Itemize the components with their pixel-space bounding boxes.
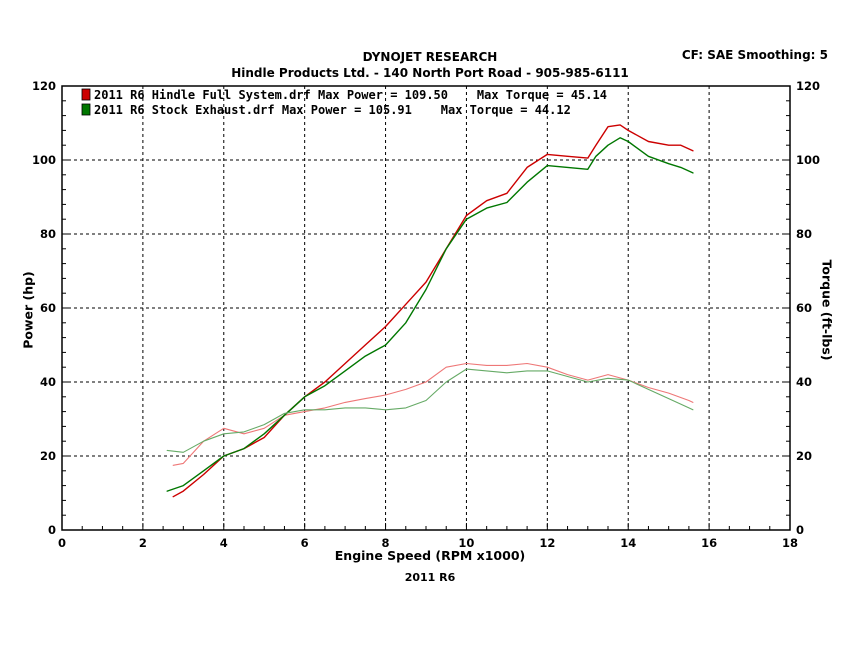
y-tick-label-left: 60 [40,301,56,315]
correction-factor-label: CF: SAE Smoothing: 5 [681,48,828,62]
x-tick-label: 16 [701,536,717,550]
y-tick-label-left: 20 [40,449,56,463]
chart-subtitle: Hindle Products Ltd. - 140 North Port Ro… [231,66,629,80]
y-tick-label-right: 60 [796,301,812,315]
y-tick-label-right: 0 [796,523,804,537]
legend-entry: 2011 R6 Hindle Full System.drf Max Power… [94,88,607,102]
legend-swatch [81,88,91,101]
y-tick-label-right: 20 [796,449,812,463]
y-tick-label-right: 100 [796,153,820,167]
series-line-power-hindle [172,124,694,498]
x-tick-label: 2 [139,536,147,550]
x-tick-label: 0 [58,536,66,550]
y-tick-label-left: 0 [48,523,56,537]
x-tick-label: 14 [620,536,636,550]
y-tick-label-left: 100 [32,153,56,167]
y-tick-label-right: 120 [796,79,820,93]
y-tick-label-right: 40 [796,375,812,389]
footer-label: 2011 R6 [404,571,456,584]
x-tick-label: 10 [458,536,474,550]
y-tick-label-left: 80 [40,227,56,241]
x-tick-label: 18 [782,536,798,550]
series-line-torque-stock [166,368,694,453]
series-line-torque-hindle [172,362,694,466]
chart-title: DYNOJET RESEARCH [362,50,498,64]
x-tick-label: 6 [301,536,309,550]
y-tick-label-left: 40 [40,375,56,389]
y-tick-label-left: 120 [32,79,56,93]
x-axis-label: Engine Speed (RPM x1000) [334,548,526,563]
x-tick-label: 4 [220,536,228,550]
legend-entry: 2011 R6 Stock Exhaust.drf Max Power = 10… [94,103,571,117]
x-tick-label: 8 [382,536,390,550]
series-line-power-stock [166,137,694,492]
x-tick-label: 12 [539,536,555,550]
y-tick-label-right: 80 [796,227,812,241]
legend-swatch [81,103,91,116]
